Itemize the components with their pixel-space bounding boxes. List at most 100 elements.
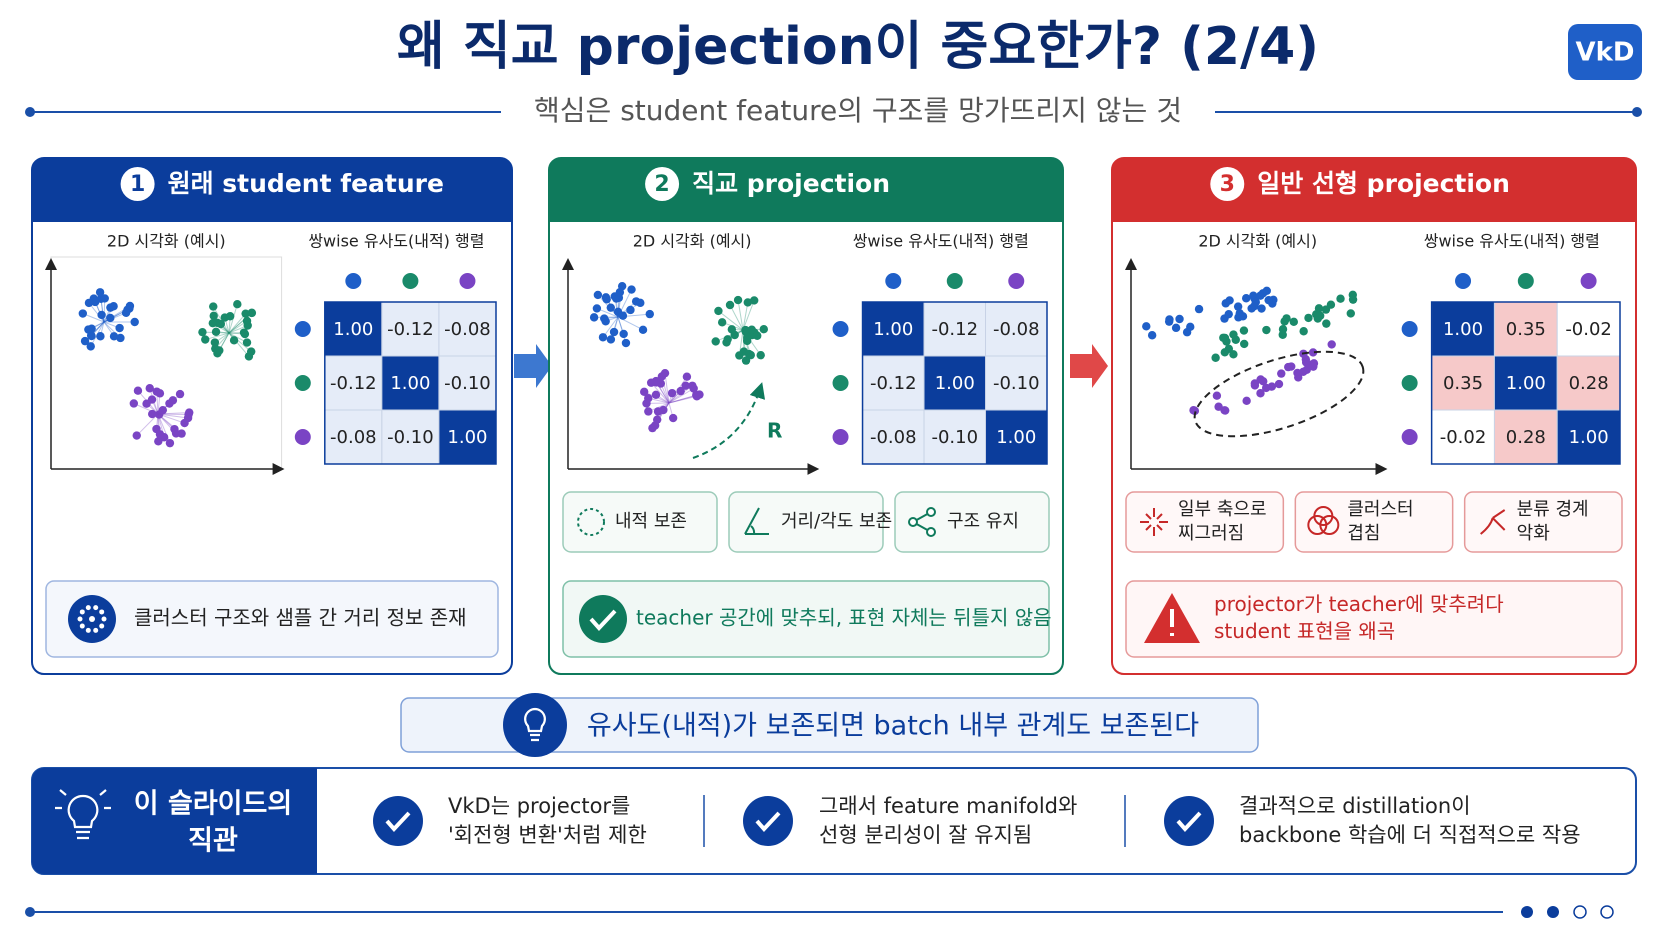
- col-dot: [885, 273, 901, 289]
- flow-arrow: [1070, 344, 1108, 388]
- cluster-point: [1262, 326, 1270, 334]
- cluster-point: [109, 302, 117, 310]
- col-dot: [459, 273, 475, 289]
- cluster-point: [130, 399, 138, 407]
- feature-text: 겹침: [1347, 523, 1380, 544]
- cluster-point: [610, 328, 618, 336]
- matrix-value: -0.10: [993, 373, 1040, 394]
- cluster-point: [735, 351, 743, 359]
- matrix-value: -0.08: [870, 427, 917, 448]
- matrix-value: -0.12: [387, 319, 434, 340]
- cluster-point: [1322, 305, 1330, 313]
- cluster-point: [1328, 340, 1336, 348]
- cluster-point: [115, 324, 123, 332]
- cluster-point: [146, 384, 154, 392]
- cluster-point: [133, 431, 141, 439]
- matrix-value: -0.08: [330, 427, 377, 448]
- cluster-point: [96, 288, 104, 296]
- col-dot: [1455, 273, 1471, 289]
- cluster-point: [1240, 340, 1248, 348]
- panels: 1 원래 student feature 2D 시각화 (예시) 쌍wise 유사도(…: [32, 158, 1636, 674]
- cluster-point: [1279, 331, 1287, 339]
- cluster-point: [627, 285, 635, 293]
- cluster-point: [647, 379, 655, 387]
- note-icon: [579, 595, 627, 643]
- matrix-value: 0.28: [1569, 373, 1609, 394]
- row-dot: [295, 375, 311, 391]
- cluster-point: [245, 352, 253, 360]
- cluster-point: [1302, 358, 1310, 366]
- matrix-value: -0.10: [387, 427, 434, 448]
- cluster-point: [1148, 331, 1156, 339]
- feature-icon: [927, 528, 935, 536]
- cluster-point: [209, 302, 217, 310]
- panel-number: 1: [130, 172, 145, 197]
- cluster-point: [1242, 397, 1250, 405]
- panel-title: 원래 student feature: [168, 169, 444, 198]
- summary-text: 선형 분리성이 잘 유지됨: [819, 823, 1032, 847]
- cluster-point: [1349, 295, 1357, 303]
- plot-label: 2D 시각화 (예시): [107, 232, 226, 251]
- cluster-point: [1299, 368, 1307, 376]
- matrix-value: -0.02: [1565, 319, 1612, 340]
- page-dot: [1521, 906, 1533, 918]
- note-icon-dot: [80, 624, 85, 629]
- note-icon-dot: [86, 628, 91, 633]
- cluster-point: [654, 407, 662, 415]
- cluster-point: [1195, 305, 1203, 313]
- cluster-point: [217, 320, 225, 328]
- note-icon-dot: [78, 617, 83, 622]
- cluster-point: [760, 325, 768, 333]
- subtitle: 핵심은 student feature의 구조를 망가뜨리지 않는 것: [534, 94, 1182, 127]
- panel-title: 일반 선형 projection: [1257, 169, 1510, 198]
- matrix-value: 1.00: [1443, 319, 1483, 340]
- cluster-point: [185, 408, 193, 416]
- cluster-point: [712, 337, 720, 345]
- cluster-point: [603, 295, 611, 303]
- cluster-point: [744, 298, 752, 306]
- cluster-point: [134, 387, 142, 395]
- panel-title: 직교 projection: [692, 169, 890, 198]
- matrix-value: -0.10: [444, 373, 491, 394]
- feature-text: 내적 보존: [615, 511, 687, 532]
- cluster-point: [1309, 362, 1317, 370]
- cluster-point: [1225, 310, 1233, 318]
- note-icon-dot: [93, 605, 98, 610]
- cluster-point: [1322, 319, 1330, 327]
- feature-text: 일부 축으로: [1178, 499, 1267, 520]
- row-dot: [295, 321, 311, 337]
- page-dot: [1574, 906, 1586, 918]
- cluster-point: [210, 312, 218, 320]
- cluster-point: [1221, 334, 1229, 342]
- note-icon-dot: [102, 617, 107, 622]
- rule-dot: [25, 107, 35, 117]
- cluster-point: [1229, 330, 1237, 338]
- matrix-label: 쌍wise 유사도(내적) 행렬: [308, 232, 484, 251]
- matrix-label: 쌍wise 유사도(내적) 행렬: [1424, 232, 1600, 251]
- summary-check-badge: [1164, 796, 1214, 846]
- matrix-value: 1.00: [1506, 373, 1546, 394]
- cluster-point: [1304, 314, 1312, 322]
- col-dot: [1581, 273, 1597, 289]
- cluster-point: [639, 326, 647, 334]
- cluster-point: [180, 419, 188, 427]
- cluster-point: [1186, 323, 1194, 331]
- feature-text: 찌그러짐: [1178, 523, 1244, 544]
- cluster-point: [198, 328, 206, 336]
- cluster-point: [1336, 295, 1344, 303]
- cluster-point: [87, 332, 95, 340]
- cluster-point: [636, 299, 644, 307]
- summary-text: 그래서 feature manifold와: [819, 794, 1077, 818]
- cluster-point: [233, 300, 241, 308]
- cluster-point: [87, 324, 95, 332]
- cluster-point: [646, 310, 654, 318]
- cluster-point: [215, 346, 223, 354]
- cluster-point: [622, 339, 630, 347]
- cluster-point: [1299, 327, 1307, 335]
- cluster-point: [1213, 391, 1221, 399]
- cluster-point: [1222, 299, 1230, 307]
- cluster-point: [248, 309, 256, 317]
- cluster-point: [156, 389, 164, 397]
- cluster-point: [1347, 309, 1355, 317]
- cluster-point: [1211, 354, 1219, 362]
